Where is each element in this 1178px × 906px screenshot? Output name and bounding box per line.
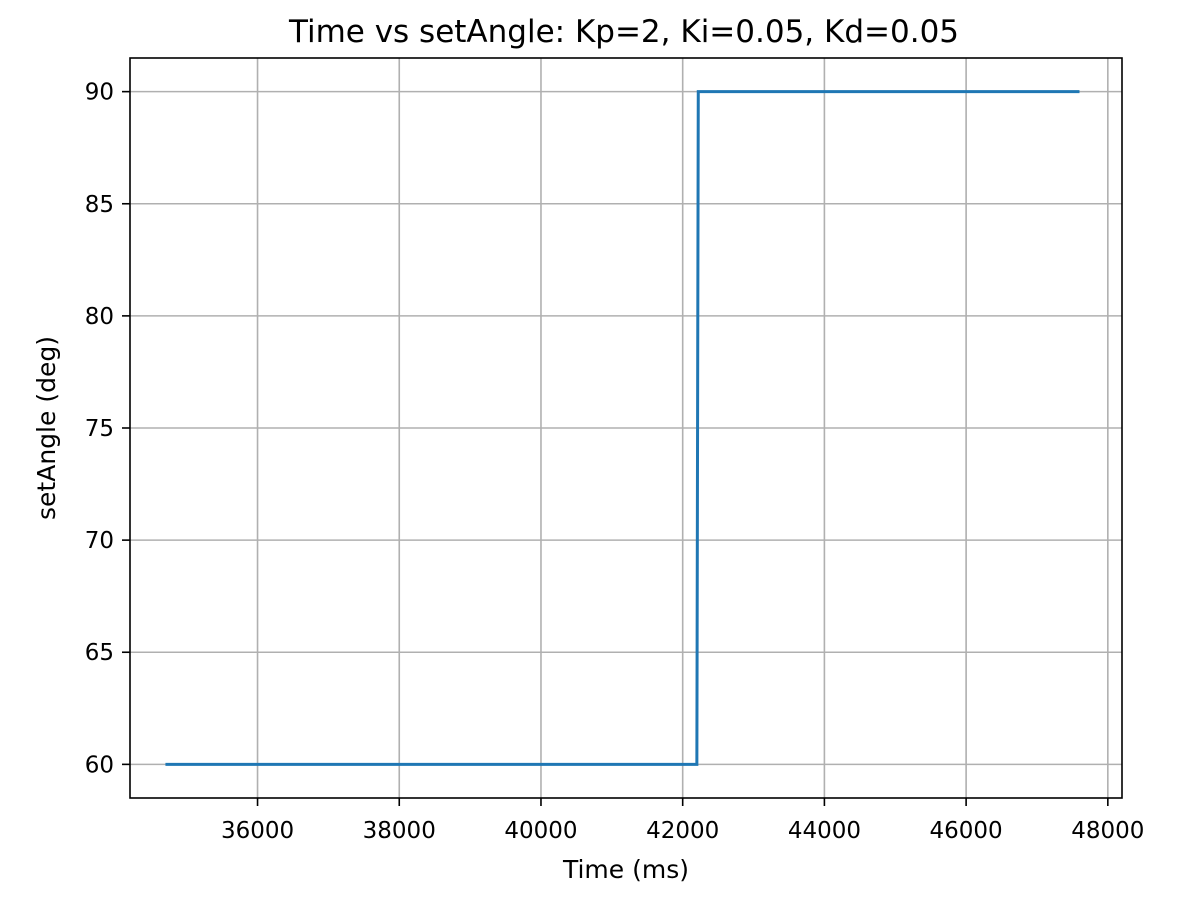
x-tick-label: 42000 xyxy=(646,818,719,844)
x-tick-label: 38000 xyxy=(363,818,436,844)
y-tick-label: 80 xyxy=(85,304,114,330)
x-axis: 36000 38000 40000 42000 44000 46000 48000 xyxy=(221,798,1144,844)
x-tick-label: 48000 xyxy=(1071,818,1144,844)
x-tick-label: 46000 xyxy=(930,818,1003,844)
y-tick-label: 65 xyxy=(85,640,114,666)
y-axis: 60 65 70 75 80 85 90 xyxy=(85,80,130,778)
series-layer xyxy=(165,90,1080,766)
y-tick-label: 90 xyxy=(85,80,114,106)
y-tick-label: 75 xyxy=(85,416,114,442)
chart-title: Time vs setAngle: Kp=2, Ki=0.05, Kd=0.05 xyxy=(288,14,959,50)
x-tick-label: 36000 xyxy=(221,818,294,844)
y-tick-label: 85 xyxy=(85,192,114,218)
y-tick-label: 70 xyxy=(85,528,114,554)
series-line xyxy=(165,90,1080,766)
x-tick-label: 44000 xyxy=(788,818,861,844)
y-tick-label: 60 xyxy=(85,752,114,778)
grid-lines xyxy=(130,58,1122,798)
x-axis-label: Time (ms) xyxy=(562,855,689,884)
x-tick-label: 40000 xyxy=(504,818,577,844)
y-axis-label: setAngle (deg) xyxy=(32,336,61,520)
